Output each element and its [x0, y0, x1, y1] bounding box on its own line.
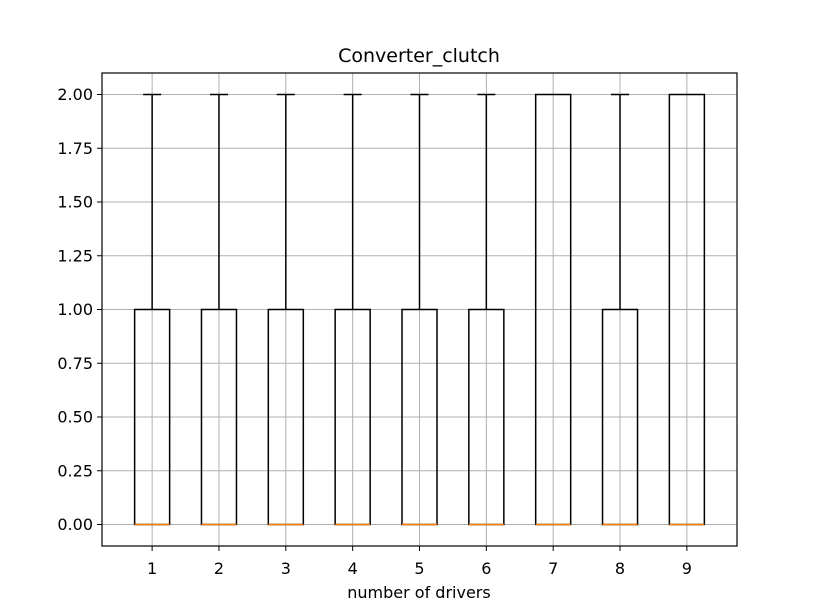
y-tick-label: 1.00	[57, 300, 93, 319]
y-tick-label: 0.75	[57, 354, 93, 373]
x-axis: 1 2 3 4 5 6 7 8 9	[147, 546, 692, 578]
y-tick-label: 1.25	[57, 246, 93, 265]
y-tick-label: 1.75	[57, 139, 93, 158]
y-axis: 0.00 0.25 0.50 0.75 1.00 1.25 1.50 1.75 2.00	[57, 85, 102, 534]
x-axis-label: number of drivers	[347, 583, 490, 602]
box-group	[267, 93, 305, 526]
x-tick-label: 8	[615, 559, 625, 578]
boxes	[133, 93, 706, 526]
x-tick-label: 3	[281, 559, 291, 578]
y-tick-label: 2.00	[57, 85, 93, 104]
x-tick-label: 9	[682, 559, 692, 578]
box-group	[601, 93, 639, 526]
x-tick-label: 6	[481, 559, 491, 578]
y-tick-label: 0.25	[57, 461, 93, 480]
y-tick-label: 1.50	[57, 193, 93, 212]
x-tick-label: 4	[348, 559, 358, 578]
box-group	[200, 93, 238, 526]
box-group	[334, 93, 371, 526]
x-tick-label: 2	[214, 559, 224, 578]
box-group	[401, 93, 438, 526]
box-group	[133, 93, 171, 526]
box-group	[668, 93, 706, 526]
chart-title: Converter_clutch	[338, 45, 500, 67]
x-tick-label: 7	[548, 559, 558, 578]
box-group	[468, 93, 505, 526]
x-tick-label: 5	[414, 559, 424, 578]
y-tick-label: 0.50	[57, 408, 93, 427]
x-tick-label: 1	[147, 559, 157, 578]
box-group	[534, 93, 572, 526]
y-tick-label: 0.00	[57, 515, 93, 534]
